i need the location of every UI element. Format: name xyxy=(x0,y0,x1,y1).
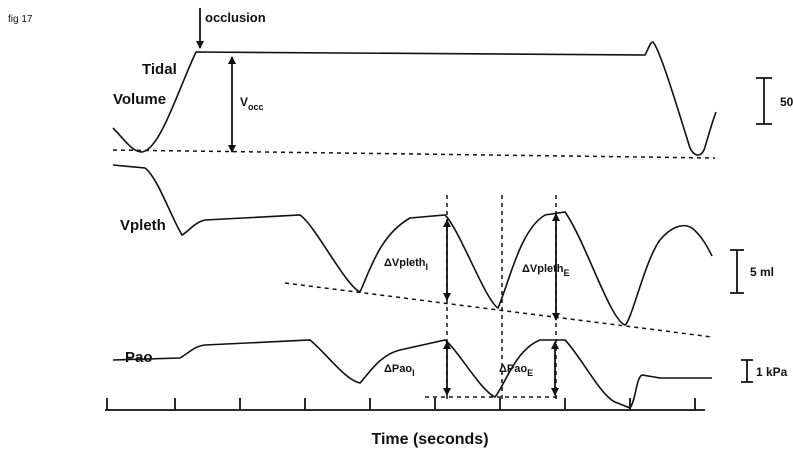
scale-label: 50 ml xyxy=(780,95,793,109)
figure-label: fig 17 xyxy=(8,14,33,25)
scale-label: 1 kPa xyxy=(756,365,788,379)
annotation: ΔVplethE xyxy=(522,263,570,278)
trend-line xyxy=(284,282,713,338)
scale-label: 5 ml xyxy=(750,265,774,279)
annotation: ΔVplethI xyxy=(384,257,428,272)
trace-label: Vpleth xyxy=(120,217,166,234)
pao-trace xyxy=(112,339,712,409)
trace-label: Pao xyxy=(125,349,153,366)
tidal-volume-trace xyxy=(112,41,717,156)
annotation: ΔPaoI xyxy=(384,363,415,378)
vpleth-trace xyxy=(112,164,713,326)
baseline xyxy=(112,149,716,159)
time-axis xyxy=(105,398,705,411)
annotation: ΔPaoE xyxy=(499,363,533,378)
trace-label: Tidal xyxy=(142,61,177,78)
trace-label: Volume xyxy=(113,91,166,108)
event-label: occlusion xyxy=(205,10,266,25)
scale-bar xyxy=(756,77,772,125)
scale-bar xyxy=(741,359,753,383)
annotation: Vocc xyxy=(240,95,264,112)
scale-bar xyxy=(730,249,744,294)
x-axis-label: Time (seconds) xyxy=(371,431,488,448)
